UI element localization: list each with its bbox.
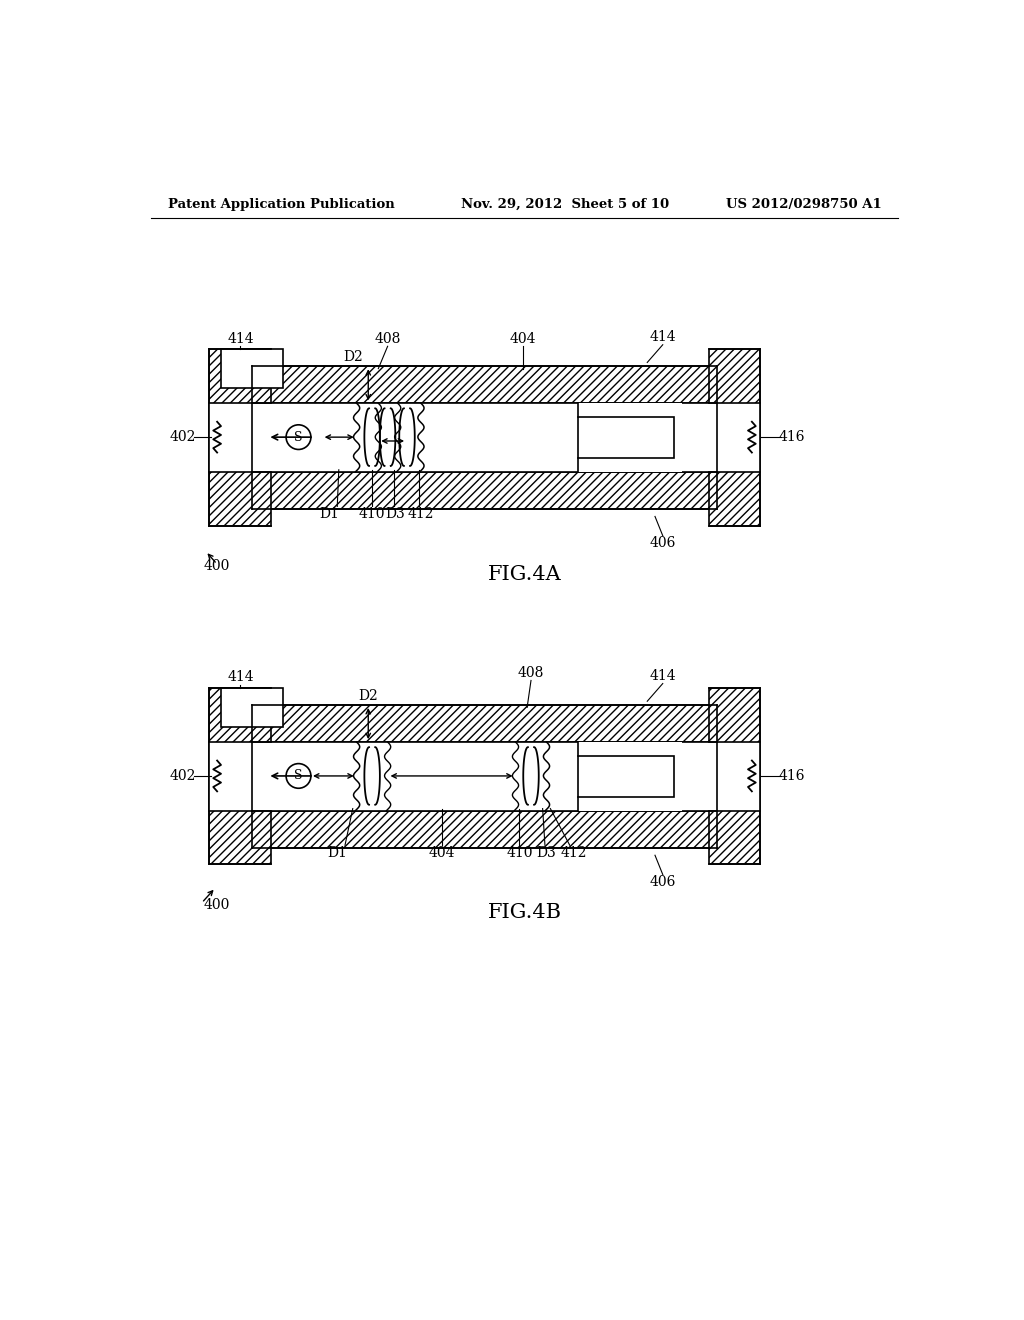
Text: D1: D1 — [328, 846, 347, 859]
Text: S: S — [294, 770, 303, 783]
Bar — [578, 756, 675, 797]
Bar — [252, 404, 717, 471]
Text: 408: 408 — [518, 665, 544, 680]
Text: 404: 404 — [429, 846, 455, 859]
Bar — [578, 417, 675, 458]
Text: 416: 416 — [779, 430, 806, 444]
Text: 412: 412 — [560, 846, 587, 859]
Bar — [209, 742, 271, 810]
Text: 412: 412 — [408, 507, 434, 521]
Bar — [578, 742, 682, 810]
Bar — [221, 350, 283, 388]
Text: 402: 402 — [169, 770, 196, 783]
Text: 402: 402 — [169, 430, 196, 444]
Text: 406: 406 — [649, 875, 676, 890]
Text: 414: 414 — [649, 330, 676, 345]
Text: Nov. 29, 2012  Sheet 5 of 10: Nov. 29, 2012 Sheet 5 of 10 — [461, 198, 670, 211]
Bar — [209, 404, 271, 471]
Text: 400: 400 — [204, 899, 230, 912]
Text: 414: 414 — [649, 669, 676, 682]
Text: S: S — [294, 430, 303, 444]
Text: D3: D3 — [385, 507, 406, 521]
Text: 408: 408 — [375, 331, 400, 346]
Bar — [710, 742, 760, 810]
Text: US 2012/0298750 A1: US 2012/0298750 A1 — [726, 198, 882, 211]
Bar — [252, 705, 717, 742]
Text: FIG.4A: FIG.4A — [487, 565, 562, 583]
Text: D2: D2 — [343, 350, 362, 364]
Text: 414: 414 — [227, 671, 254, 684]
Bar — [252, 471, 717, 508]
Bar — [252, 367, 717, 404]
Text: 414: 414 — [227, 331, 254, 346]
Bar — [209, 688, 271, 865]
Bar — [578, 404, 682, 471]
Text: 404: 404 — [510, 331, 537, 346]
Bar — [710, 404, 760, 471]
Bar — [710, 350, 760, 525]
Text: 406: 406 — [649, 536, 676, 550]
Bar — [252, 810, 717, 847]
Bar — [209, 350, 271, 525]
Text: 410: 410 — [506, 846, 532, 859]
Text: D1: D1 — [319, 507, 339, 521]
Bar — [221, 688, 283, 726]
Text: D2: D2 — [358, 689, 378, 702]
Text: 410: 410 — [358, 507, 385, 521]
Text: 416: 416 — [779, 770, 806, 783]
Text: FIG.4B: FIG.4B — [487, 903, 562, 923]
Text: 400: 400 — [204, 560, 230, 573]
Bar — [252, 742, 717, 810]
Text: D3: D3 — [537, 846, 556, 859]
Bar — [710, 688, 760, 865]
Text: Patent Application Publication: Patent Application Publication — [168, 198, 395, 211]
